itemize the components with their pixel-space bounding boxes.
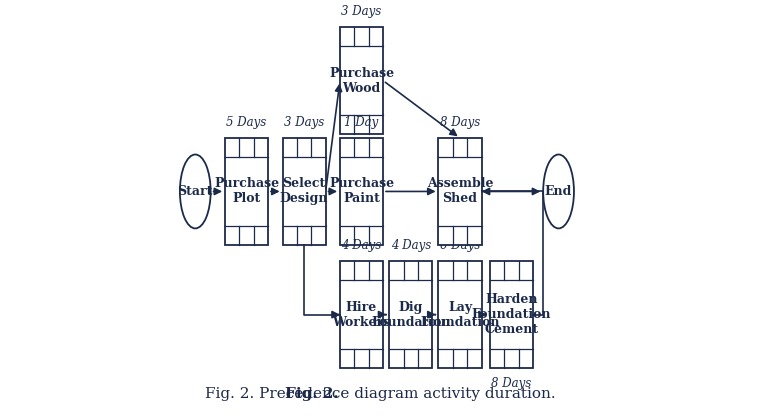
Text: 8 Days: 8 Days	[491, 377, 531, 390]
Text: 6 Days: 6 Days	[440, 239, 480, 252]
Text: End: End	[545, 185, 572, 198]
Text: Purchase
Paint: Purchase Paint	[329, 177, 394, 205]
Text: Purchase
Wood: Purchase Wood	[329, 67, 394, 94]
Text: Hire
Workers: Hire Workers	[332, 301, 391, 328]
FancyBboxPatch shape	[225, 138, 268, 245]
Ellipse shape	[180, 155, 211, 228]
FancyBboxPatch shape	[489, 261, 533, 368]
Text: Lay
Foundation: Lay Foundation	[420, 301, 500, 328]
Text: Dig
Foundation: Dig Foundation	[371, 301, 451, 328]
Text: Assemble
Shed: Assemble Shed	[427, 177, 493, 205]
Text: 3 Days: 3 Days	[284, 116, 325, 129]
Text: 5 Days: 5 Days	[226, 116, 267, 129]
Text: Select
Design: Select Design	[280, 177, 328, 205]
Ellipse shape	[543, 155, 574, 228]
Text: Purchase
Plot: Purchase Plot	[214, 177, 279, 205]
Text: Fig. 2. Precedence diagram activity duration.: Fig. 2. Precedence diagram activity dura…	[204, 387, 556, 401]
FancyBboxPatch shape	[340, 261, 383, 368]
FancyBboxPatch shape	[439, 138, 482, 245]
Text: 3 Days: 3 Days	[341, 5, 382, 18]
FancyBboxPatch shape	[389, 261, 432, 368]
Text: Start: Start	[178, 185, 213, 198]
Text: Fig. 2.: Fig. 2.	[285, 387, 338, 401]
FancyBboxPatch shape	[439, 261, 482, 368]
Text: 1 Day: 1 Day	[344, 116, 378, 129]
Text: Fig. 2. Precedence diagram activity duration.: Fig. 2. Precedence diagram activity dura…	[204, 387, 556, 401]
Text: 8 Days: 8 Days	[440, 116, 480, 129]
Text: Harden
Foundation
Cement: Harden Foundation Cement	[472, 293, 551, 336]
FancyBboxPatch shape	[340, 138, 383, 245]
Text: 4 Days: 4 Days	[391, 239, 431, 252]
Text: 4 Days: 4 Days	[341, 239, 382, 252]
FancyBboxPatch shape	[340, 27, 383, 134]
FancyBboxPatch shape	[283, 138, 325, 245]
